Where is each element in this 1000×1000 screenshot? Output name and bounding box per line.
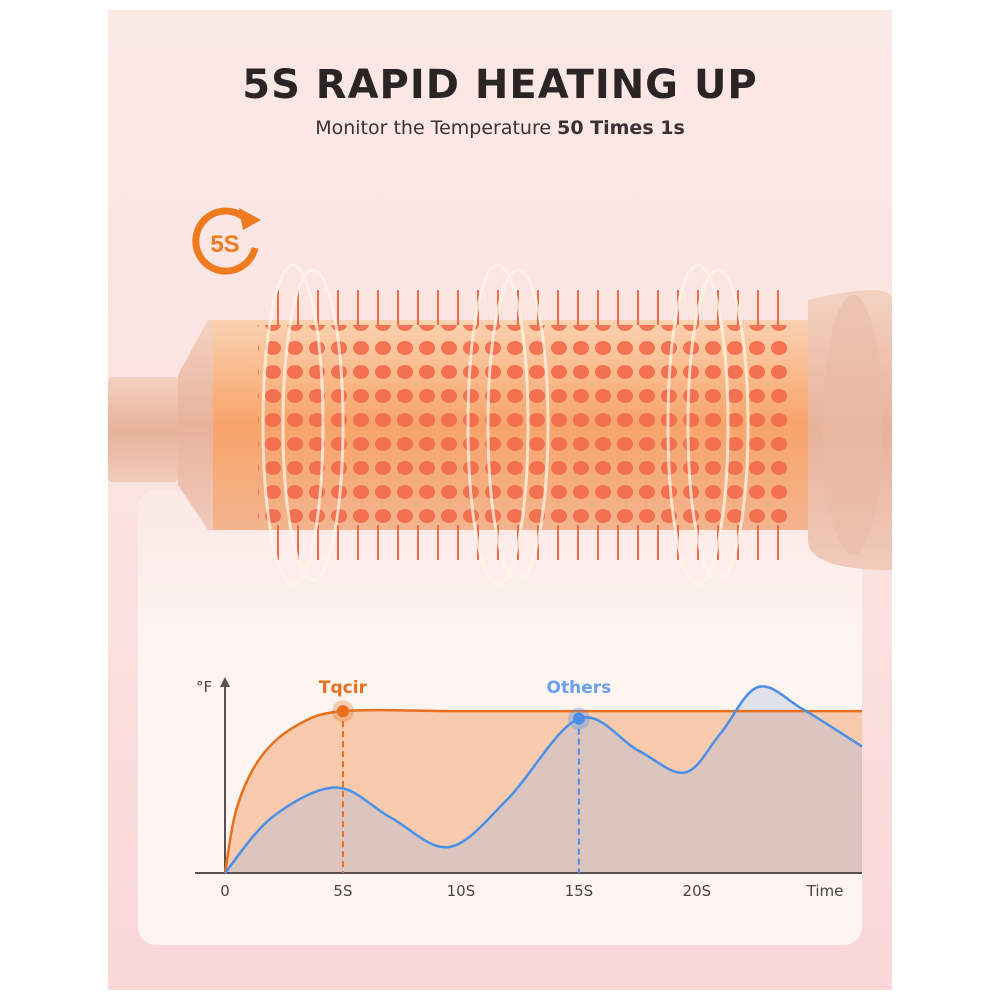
area-others	[225, 686, 862, 873]
area-tqcir	[225, 710, 862, 873]
y-axis-label: °F	[196, 678, 212, 696]
line-others	[224, 685, 863, 874]
marker-point-others	[572, 712, 585, 725]
temperature-chart: °F Time 0 5S 10S 15S 20S Tqcir Others	[195, 677, 863, 900]
badge-text: 5S	[210, 231, 239, 258]
x-tick-label: 0	[220, 882, 230, 900]
legend-others: Others	[547, 678, 612, 698]
marker-point-tqcir	[336, 705, 349, 718]
clock-arrow-icon	[192, 207, 259, 275]
chart-card	[138, 490, 862, 945]
x-tick-label: 10S	[447, 882, 476, 900]
line-tqcir	[223, 708, 862, 874]
page-title: 5S RAPID HEATING UP	[242, 62, 758, 108]
legend-tqcir: Tqcir	[319, 678, 368, 698]
5s-timer-badge: 5S	[192, 207, 261, 275]
subtitle-text: Monitor the Temperature	[315, 117, 558, 139]
arrow-head-icon	[239, 208, 261, 230]
x-tick-label: 5S	[333, 882, 352, 900]
x-axis-label: Time	[806, 882, 844, 900]
hot-brush-image	[108, 263, 892, 587]
y-axis-arrow-icon	[220, 677, 230, 687]
x-tick-label: 15S	[565, 882, 594, 900]
x-tick-label: 20S	[683, 882, 712, 900]
subtitle-bold: 50 Times 1s	[557, 117, 685, 139]
page-subtitle: Monitor the Temperature 50 Times 1s	[0, 117, 1000, 139]
